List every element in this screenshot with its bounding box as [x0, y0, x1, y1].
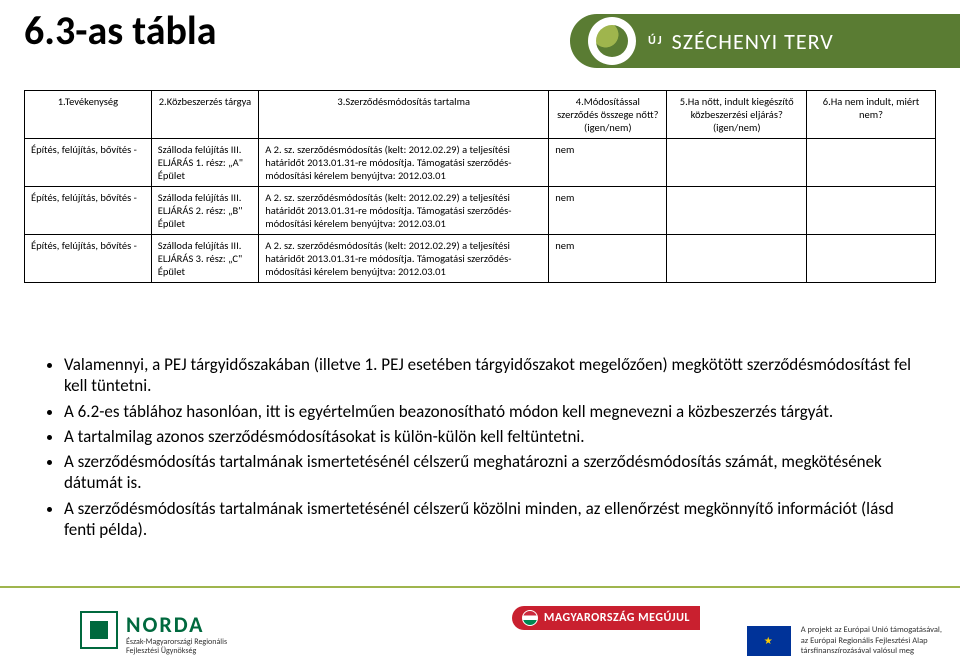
szechenyi-banner: ÚJ SZÉCHENYI TERV	[570, 14, 960, 68]
cell	[807, 187, 936, 235]
cell: Építés, felújítás, bővítés -	[25, 139, 152, 187]
table-row: Építés, felújítás, bővítés - Szálloda fe…	[25, 139, 936, 187]
cell: A 2. sz. szerződésmódosítás (kelt: 2012.…	[259, 139, 549, 187]
note-item: A tartalmilag azonos szerződésmódosításo…	[64, 426, 918, 447]
cell: nem	[549, 139, 667, 187]
banner-name: SZÉCHENYI TERV	[672, 28, 834, 55]
col-header: 3.Szerződésmódosítás tartalma	[259, 91, 549, 139]
mm-label: MAGYARORSZÁG MEGÚJUL	[544, 611, 690, 625]
table-header-row: 1.Tevékenység 2.Közbeszerzés tárgya 3.Sz…	[25, 91, 936, 139]
cell	[807, 235, 936, 283]
eu-line: az Európai Regionális Fejlesztési Alap	[801, 636, 942, 646]
norda-name: NORDA	[126, 611, 227, 638]
cell: nem	[549, 235, 667, 283]
eu-line: társfinanszírozásával valósul meg	[801, 646, 942, 656]
note-item: A szerződésmódosítás tartalmának ismerte…	[64, 498, 918, 541]
eu-flag-icon	[747, 626, 791, 656]
norda-logo: NORDA Észak-Magyarországi Regionális Fej…	[80, 611, 227, 656]
cell	[807, 139, 936, 187]
cell	[667, 235, 807, 283]
cell: A 2. sz. szerződésmódosítás (kelt: 2012.…	[259, 235, 549, 283]
cell: nem	[549, 187, 667, 235]
norda-sub: Fejlesztési Ügynökség	[126, 647, 227, 656]
col-header: 6.Ha nem indult, miért nem?	[807, 91, 936, 139]
page-title: 6.3-as tábla	[24, 6, 216, 55]
col-header: 2.Közbeszerzés tárgya	[151, 91, 258, 139]
magyarorszag-megujul-badge: MAGYARORSZÁG MEGÚJUL	[512, 606, 700, 630]
cell: Építés, felújítás, bővítés -	[25, 235, 152, 283]
table-row: Építés, felújítás, bővítés - Szálloda fe…	[25, 187, 936, 235]
banner-prefix: ÚJ	[648, 34, 664, 48]
hungary-flag-icon	[522, 610, 538, 626]
cell: Szálloda felújítás III. ELJÁRÁS 1. rész:…	[151, 139, 258, 187]
cell	[667, 139, 807, 187]
col-header: 5.Ha nőtt, indult kiegészítő közbeszerzé…	[667, 91, 807, 139]
col-header: 4.Módosítással szerződés összege nőtt? (…	[549, 91, 667, 139]
cell: A 2. sz. szerződésmódosítás (kelt: 2012.…	[259, 187, 549, 235]
eu-line: A projekt az Európai Unió támogatásával,	[801, 625, 942, 635]
col-header: 1.Tevékenység	[25, 91, 152, 139]
notes-block: Valamennyi, a PEJ tárgyidőszakában (ille…	[42, 354, 918, 544]
cell: Építés, felújítás, bővítés -	[25, 187, 152, 235]
data-table: 1.Tevékenység 2.Közbeszerzés tárgya 3.Sz…	[24, 90, 936, 283]
norda-icon	[80, 611, 118, 649]
eu-credit: A projekt az Európai Unió támogatásával,…	[747, 625, 942, 656]
footer: NORDA Észak-Magyarországi Regionális Fej…	[0, 588, 960, 666]
note-item: A 6.2-es táblához hasonlóan, itt is egyé…	[64, 401, 918, 422]
note-item: Valamennyi, a PEJ tárgyidőszakában (ille…	[64, 354, 918, 397]
note-item: A szerződésmódosítás tartalmának ismerte…	[64, 451, 918, 494]
cell	[667, 187, 807, 235]
szechenyi-logo-icon	[588, 17, 636, 65]
cell: Szálloda felújítás III. ELJÁRÁS 2. rész:…	[151, 187, 258, 235]
table-row: Építés, felújítás, bővítés - Szálloda fe…	[25, 235, 936, 283]
cell: Szálloda felújítás III. ELJÁRÁS 3. rész:…	[151, 235, 258, 283]
